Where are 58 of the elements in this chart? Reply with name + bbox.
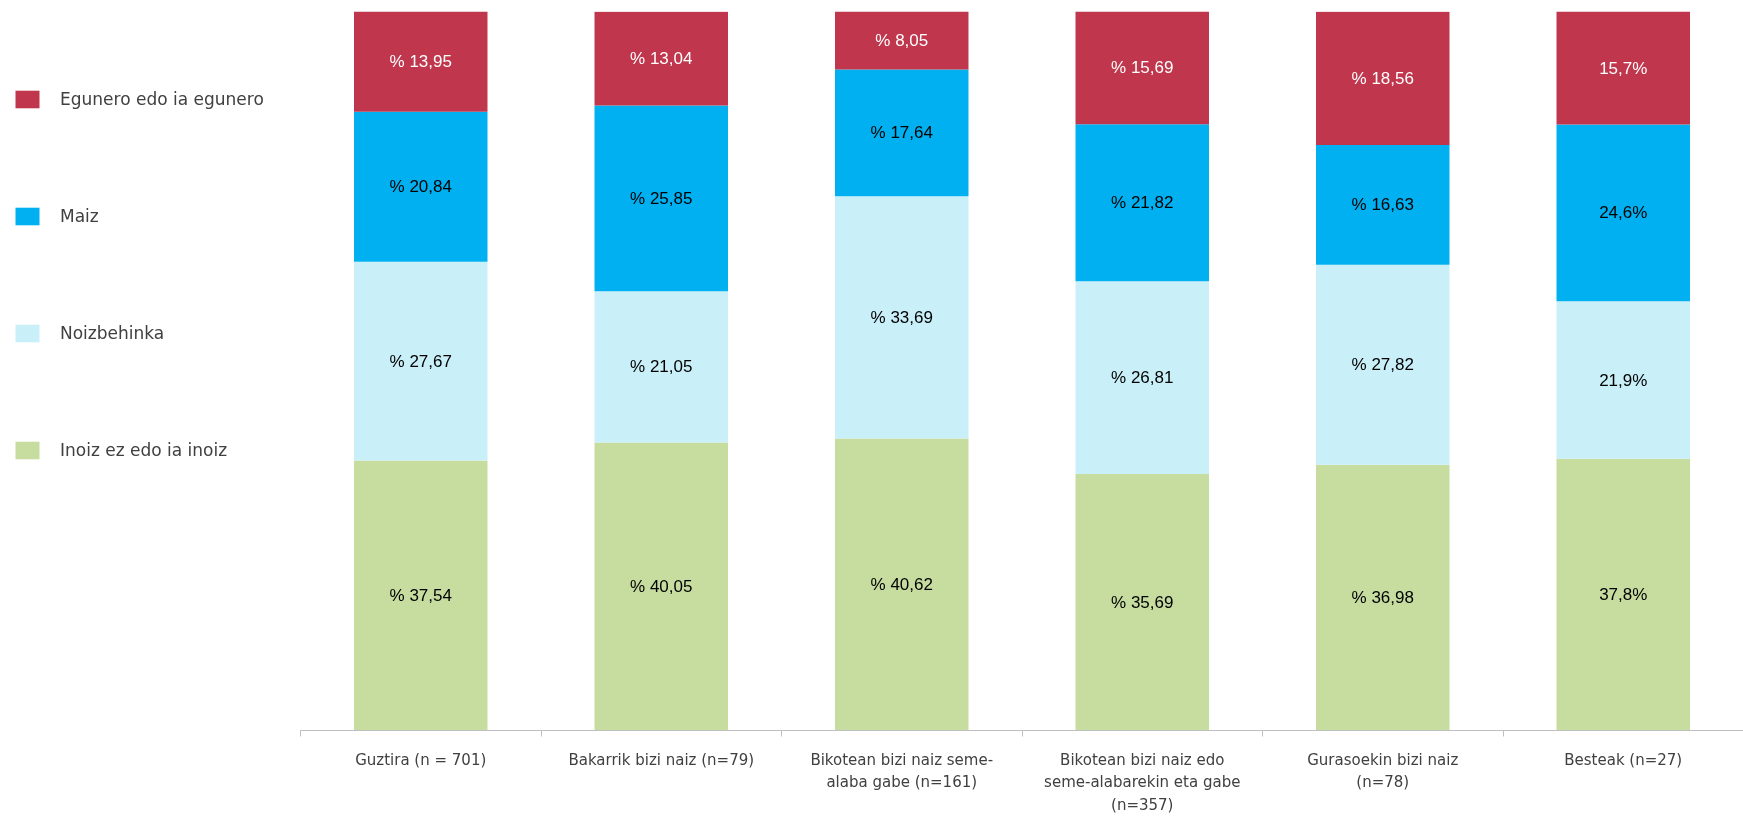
data-label: % 13,04: [630, 49, 693, 69]
bar: [1556, 458, 1690, 731]
bar: [1075, 11, 1209, 125]
bar: [594, 291, 728, 443]
bar: [594, 442, 728, 731]
bar: [1316, 145, 1450, 265]
data-label: % 27,82: [1351, 355, 1414, 375]
x-tick-label: Gurasoekin bizi naiz (n=78): [1307, 750, 1459, 791]
bar: [835, 11, 969, 70]
data-label: % 25,85: [630, 188, 693, 208]
bar: [1075, 124, 1209, 282]
data-label: % 17,64: [870, 123, 933, 143]
data-label: % 16,63: [1351, 195, 1414, 215]
data-label: % 27,67: [389, 351, 452, 371]
x-tick-label: Bikotean bizi naiz seme-alaba gabe (n=161): [810, 750, 994, 791]
bar: [1556, 11, 1690, 125]
bar: [1316, 464, 1450, 731]
legend-label: Maiz: [60, 205, 99, 227]
bar: [1556, 301, 1690, 459]
x-tick-label: Bakarrik bizi naiz (n=79): [568, 750, 755, 769]
data-label: % 37,54: [389, 586, 452, 606]
bar: [835, 438, 969, 731]
bar: [835, 196, 969, 439]
bar: [594, 105, 728, 292]
data-label: % 40,62: [870, 574, 933, 594]
data-label: % 21,82: [1111, 193, 1174, 213]
data-label: % 21,05: [630, 357, 693, 377]
x-tick-label: Bikotean bizi naiz edo seme-alabarekin eta gabe (n=357): [1044, 750, 1241, 814]
data-label: % 40,05: [630, 577, 693, 597]
data-label: % 15,69: [1111, 58, 1174, 78]
legend-label: Egunero edo ia egunero: [60, 88, 264, 110]
data-label: % 18,56: [1351, 68, 1414, 88]
bar: [1075, 473, 1209, 731]
bar: [1075, 281, 1209, 474]
legend-label: Noizbehinka: [60, 322, 165, 344]
data-label: % 26,81: [1111, 368, 1174, 388]
data-label: 21,9%: [1599, 370, 1648, 390]
bar: [1316, 11, 1450, 146]
data-label: 24,6%: [1599, 203, 1648, 223]
legend-label: Inoiz ez edo ia inoiz: [60, 439, 228, 461]
bar: [354, 11, 488, 112]
bar: [354, 460, 488, 731]
data-label: % 20,84: [389, 177, 452, 197]
data-label: % 13,95: [389, 52, 452, 72]
bar: [354, 261, 488, 461]
bar: [354, 111, 488, 262]
bar: [835, 69, 969, 197]
x-tick-label: Guztira (n = 701): [355, 750, 487, 769]
x-tick-label: Besteak (n=27): [1564, 750, 1683, 769]
bar: [1556, 124, 1690, 302]
bar: [1316, 264, 1450, 465]
data-label: % 33,69: [870, 307, 933, 327]
data-label: 37,8%: [1599, 585, 1648, 605]
bar: [594, 11, 728, 106]
data-label: % 8,05: [875, 31, 929, 51]
data-label: % 35,69: [1111, 592, 1174, 612]
data-label: 15,7%: [1599, 58, 1648, 78]
data-label: % 36,98: [1351, 588, 1414, 608]
